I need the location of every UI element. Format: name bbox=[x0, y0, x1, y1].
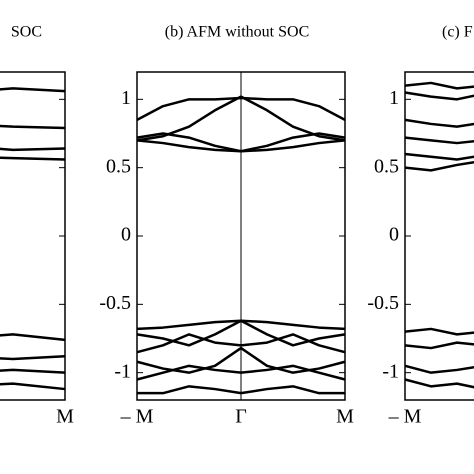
panel-title: (c) F bbox=[442, 24, 473, 41]
y-tick-label: -1 bbox=[114, 360, 131, 382]
band-line bbox=[0, 156, 66, 161]
band-line bbox=[404, 118, 474, 128]
band-line bbox=[136, 96, 346, 121]
band-line bbox=[136, 333, 346, 354]
band-line bbox=[136, 364, 346, 381]
plot-frame bbox=[136, 71, 346, 401]
band-line bbox=[0, 382, 66, 391]
band-line bbox=[0, 147, 66, 152]
y-tick-label: 1 bbox=[389, 87, 399, 109]
x-tick-label: – M bbox=[120, 406, 154, 428]
band-line bbox=[404, 341, 474, 350]
band-line bbox=[404, 91, 474, 101]
band-line bbox=[0, 333, 66, 342]
panel-title: (b) AFM without SOC bbox=[165, 24, 309, 41]
x-tick-label: – M bbox=[388, 406, 422, 428]
band-line bbox=[404, 81, 474, 90]
band-line bbox=[404, 136, 474, 145]
band-line bbox=[404, 364, 474, 374]
y-tick-label: -0.5 bbox=[99, 292, 131, 314]
band-line bbox=[0, 124, 66, 130]
y-tick-label: 0 bbox=[121, 224, 131, 246]
band-line bbox=[0, 368, 66, 374]
band-line bbox=[404, 327, 474, 336]
band-line bbox=[136, 132, 346, 153]
x-tick-label: M bbox=[336, 406, 354, 428]
x-tick-label: M bbox=[56, 406, 74, 428]
panel-title: SOC bbox=[11, 24, 42, 41]
band-line bbox=[404, 152, 474, 161]
band-line bbox=[404, 160, 474, 172]
band-line bbox=[404, 378, 474, 389]
y-tick-label: 1 bbox=[121, 87, 131, 109]
band-line bbox=[137, 385, 345, 395]
y-tick-label: -0.5 bbox=[367, 292, 399, 314]
band-line bbox=[0, 87, 66, 93]
y-tick-label: 0 bbox=[389, 224, 399, 246]
y-tick-label: 0.5 bbox=[374, 155, 399, 177]
y-tick-label: 0.5 bbox=[106, 155, 131, 177]
band-line bbox=[0, 355, 66, 361]
x-tick-label: Γ bbox=[235, 406, 247, 428]
band-line bbox=[136, 95, 346, 142]
plot-frame bbox=[404, 71, 474, 401]
y-tick-label: -1 bbox=[382, 360, 399, 382]
plot-frame bbox=[0, 71, 66, 401]
